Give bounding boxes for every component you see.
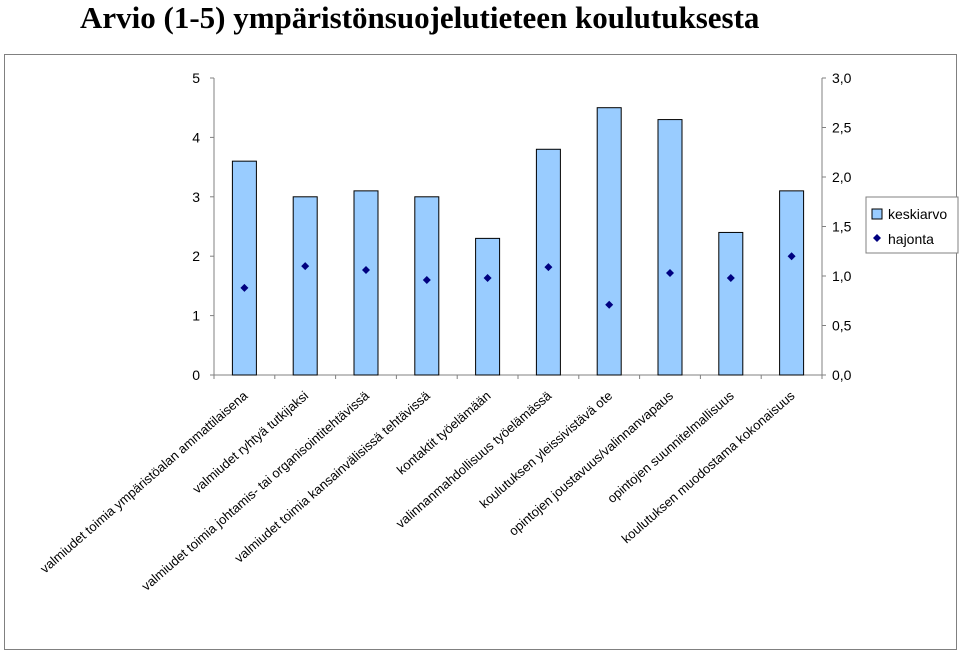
marker-hajonta <box>483 273 492 282</box>
left-tick-label: 5 <box>192 70 200 86</box>
bar-series-keskiarvo <box>231 107 805 376</box>
right-tick-label: 0,0 <box>832 367 852 383</box>
marker-hajonta <box>240 283 249 292</box>
bar-keskiarvo <box>596 107 622 376</box>
right-tick-label: 0,5 <box>832 318 852 334</box>
legend-label-keskiarvo: keskiarvo <box>888 206 947 222</box>
marker-hajonta <box>666 269 674 278</box>
left-tick-label: 2 <box>192 248 200 264</box>
category-label: valmiudet toimia johtamis- tai organisoi… <box>139 387 373 593</box>
bar-keskiarvo <box>292 196 318 376</box>
marker-hajonta <box>787 252 796 261</box>
left-tick-label: 1 <box>192 308 200 324</box>
legend-box <box>865 196 959 254</box>
right-tick-label: 2,0 <box>832 169 852 185</box>
marker-hajonta <box>301 262 310 271</box>
bar-keskiarvo <box>779 190 805 376</box>
legend: keskiarvo hajonta <box>865 196 959 254</box>
bar-keskiarvo <box>657 119 683 376</box>
right-axis-ticks: 0,0 0,5 1,0 1,5 2,0 2,5 3,0 <box>822 70 852 383</box>
marker-hajonta <box>605 300 614 309</box>
marker-hajonta <box>422 275 431 284</box>
bar-keskiarvo <box>353 190 379 376</box>
legend-label-hajonta: hajonta <box>888 231 934 247</box>
category-label: valmiudet toimia ympäristöalan ammattila… <box>37 387 251 576</box>
chart-title: Arvio (1-5) ympäristönsuojelutieteen kou… <box>80 0 760 35</box>
right-tick-label: 3,0 <box>832 70 852 86</box>
marker-hajonta <box>362 266 370 275</box>
bar-keskiarvo <box>231 160 257 376</box>
category-labels: valmiudet toimia ympäristöalan ammattila… <box>37 387 798 593</box>
left-tick-label: 4 <box>192 129 200 145</box>
bar-keskiarvo <box>475 237 501 376</box>
left-axis-ticks: 0 1 2 3 4 5 <box>192 70 214 383</box>
category-label: valmiudet ryhtyä tutkijaksi <box>190 388 312 497</box>
bar-keskiarvo <box>535 148 561 376</box>
marker-hajonta <box>726 273 735 282</box>
marker-hajonta <box>544 263 553 272</box>
legend-marker-hajonta <box>873 234 881 242</box>
category-label: opintojen suunnitelmallisuus <box>604 388 737 506</box>
marker-series-hajonta <box>240 252 796 309</box>
bar-keskiarvo <box>414 196 440 376</box>
left-tick-label: 0 <box>192 367 200 383</box>
right-tick-label: 1,0 <box>832 268 852 284</box>
right-tick-label: 2,5 <box>832 120 852 136</box>
right-tick-label: 1,5 <box>832 219 852 235</box>
bar-keskiarvo <box>718 231 744 376</box>
left-tick-label: 3 <box>192 189 200 205</box>
legend-swatch-keskiarvo <box>871 208 883 220</box>
